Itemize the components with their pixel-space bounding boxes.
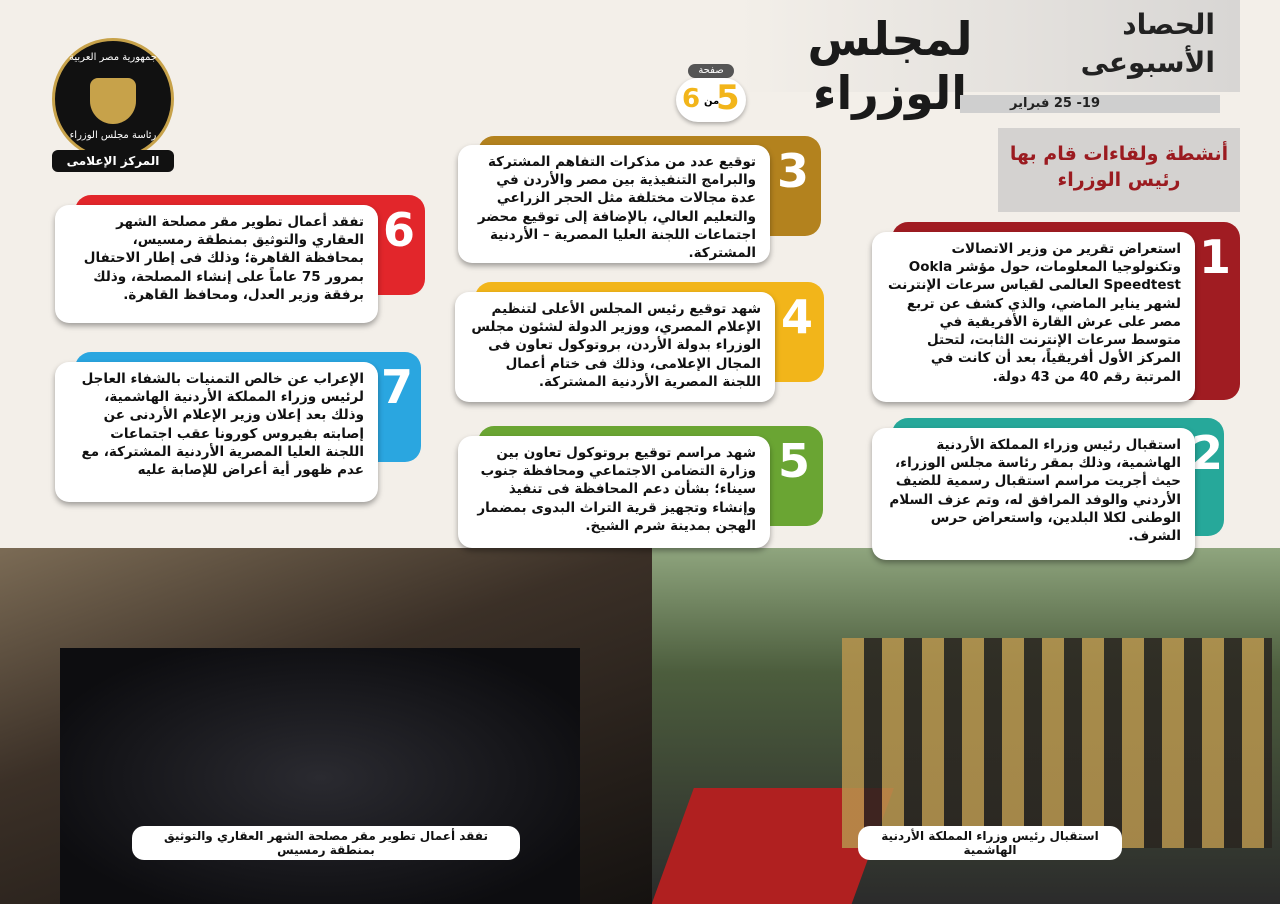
page-badge: صفحة 5 من 6: [676, 64, 746, 122]
page-number: 5: [716, 78, 740, 118]
item-number: 3: [776, 144, 809, 198]
header-title-2: الأسبوعى: [1080, 46, 1215, 79]
logo: جمهورية مصر العربية رئاسة مجلس الوزراء ا…: [52, 38, 174, 172]
item-text: شهد توقيع رئيس المجلس الأعلى لتنظيم الإع…: [455, 292, 775, 402]
photo-people: [60, 648, 580, 904]
item-text: شهد مراسم توقيع بروتوكول تعاون بين وزارة…: [458, 436, 770, 548]
logo-line1: جمهورية مصر العربية: [69, 52, 157, 63]
item-text: استقبال رئيس وزراء المملكة الأردنية الها…: [872, 428, 1195, 560]
item-text: تفقد أعمال تطوير مقر مصلحة الشهر العقاري…: [55, 205, 378, 323]
header-main-title: لمجلس الوزراء: [807, 12, 973, 120]
guards: [842, 638, 1272, 848]
item-number: 4: [780, 290, 813, 344]
date-bar: 19- 25 فبراير: [960, 95, 1220, 113]
section-title: أنشطة ولقاءات قام بها رئيس الوزراء: [998, 128, 1240, 212]
item-number: 2: [1190, 426, 1223, 480]
page-of: من: [704, 96, 720, 107]
photo-caption: استقبال رئيس وزراء المملكة الأردنية الها…: [858, 826, 1122, 860]
item-number: 7: [380, 360, 413, 414]
badge-bg: [676, 78, 746, 122]
logo-line2: رئاسة مجلس الوزراء: [69, 130, 157, 141]
logo-eagle: [90, 78, 136, 124]
page-total: 6: [682, 84, 701, 114]
item-text: استعراض تقرير من وزير الاتصالات وتكنولوج…: [872, 232, 1195, 402]
date: 19- 25 فبراير: [1010, 96, 1100, 111]
header-band: [740, 0, 1240, 92]
logo-line3: المركز الإعلامى: [52, 150, 174, 172]
photo-caption: تفقد أعمال تطوير مقر مصلحة الشهر العقاري…: [132, 826, 520, 860]
item-number: 1: [1198, 230, 1231, 284]
item-number: 6: [382, 203, 415, 257]
item-number: 5: [777, 434, 810, 488]
header-title-1: الحصاد: [1122, 8, 1215, 41]
item-text: الإعراب عن خالص التمنيات بالشفاء العاجل …: [55, 362, 378, 502]
item-text: توقيع عدد من مذكرات التفاهم المشتركة وال…: [458, 145, 770, 263]
page-label: صفحة: [688, 64, 734, 78]
